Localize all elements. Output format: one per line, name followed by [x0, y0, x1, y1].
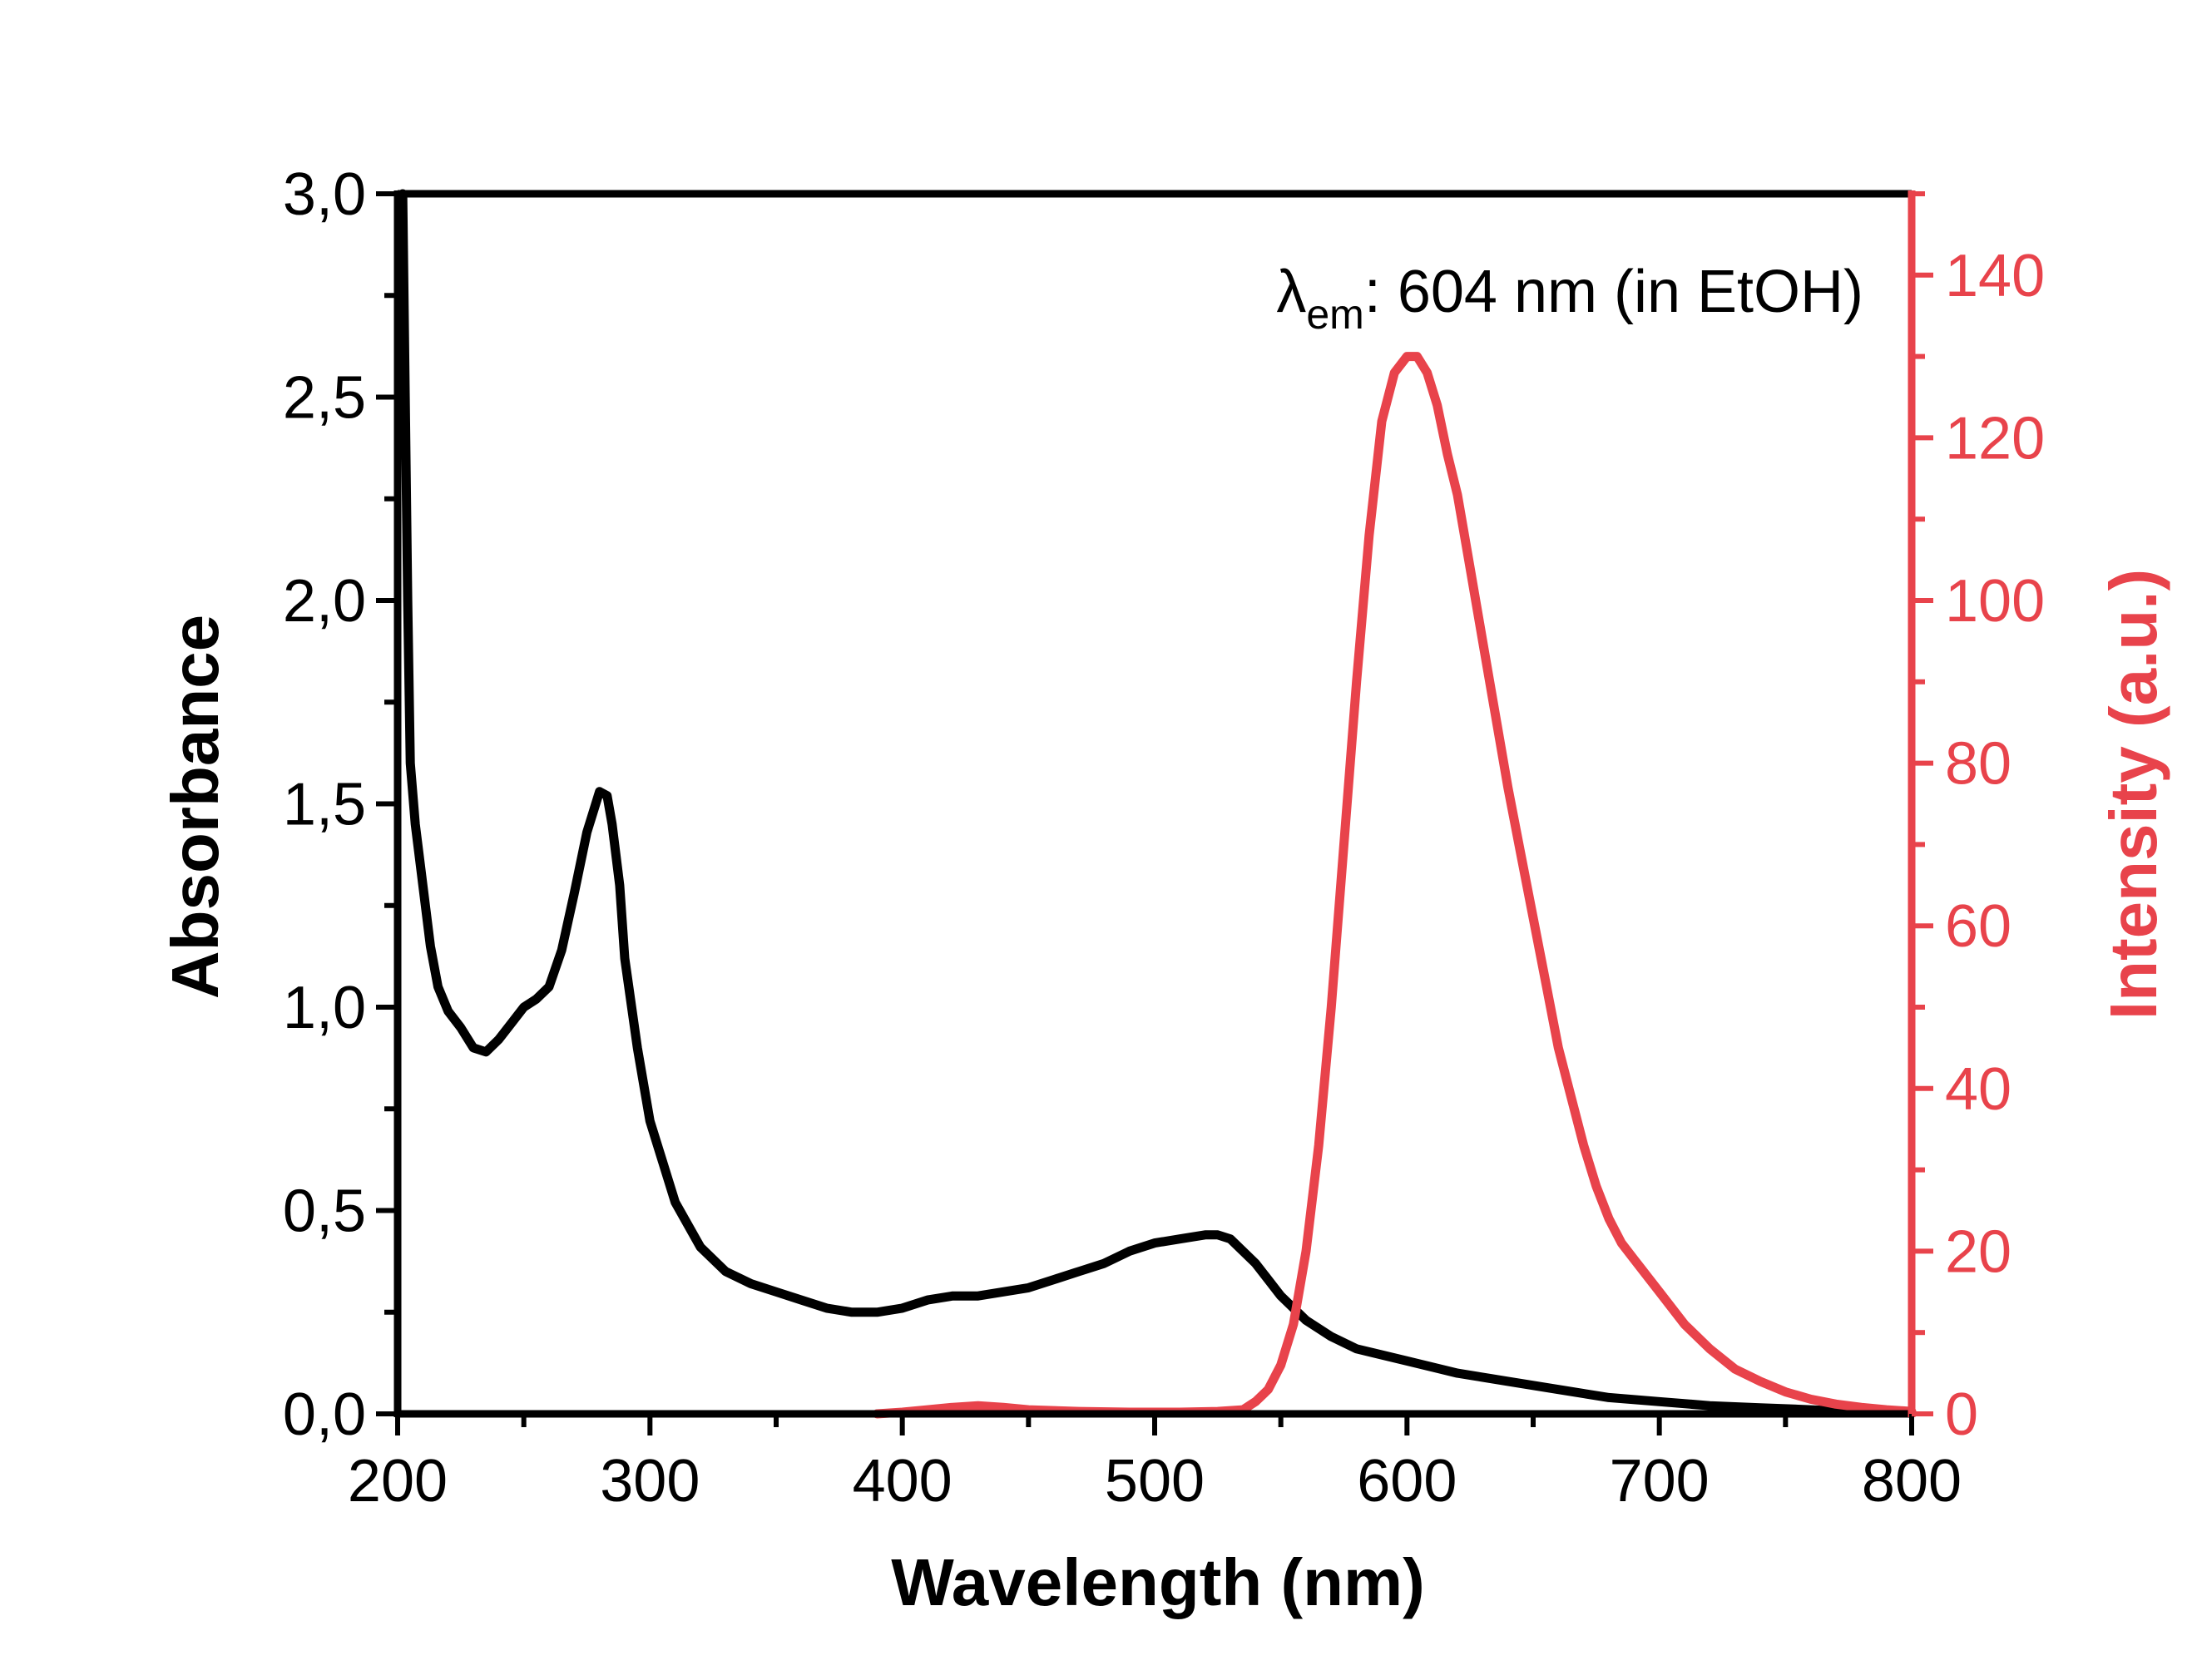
- absorbance-series-line: [398, 189, 1917, 1417]
- y2-tick-label: 60: [1945, 893, 2011, 960]
- y-tick-label: 0,5: [283, 1178, 366, 1245]
- x-tick-label: 800: [1862, 1448, 1962, 1514]
- y2-tick-label: 140: [1945, 243, 2045, 309]
- tick-labels: 200 300 400 500 600 700 8000,00,51,01,52,02,53…: [283, 161, 2045, 1514]
- y2-tick-label: 120: [1945, 405, 2045, 472]
- y-tick-label: 2,5: [283, 365, 366, 432]
- axis-ticks: [376, 191, 1933, 1435]
- y2-tick-label: 20: [1945, 1218, 2011, 1285]
- x-tick-label: 700: [1610, 1448, 1710, 1514]
- x-tick-label: 300: [600, 1448, 700, 1514]
- annotation-subscript: em: [1306, 291, 1363, 338]
- x-tick-label: 500: [1105, 1448, 1205, 1514]
- y2-axis-title: Intensity (a.u.): [2096, 569, 2170, 1020]
- y2-tick-label: 100: [1945, 568, 2045, 635]
- x-tick-label: 600: [1357, 1448, 1457, 1514]
- y-tick-label: 1,0: [283, 975, 366, 1041]
- x-axis-title: Wavelength (nm): [891, 1545, 1424, 1619]
- y2-tick-label: 40: [1945, 1056, 2011, 1123]
- y-axis-title: Absorbance: [158, 615, 232, 999]
- y-tick-label: 2,0: [283, 568, 366, 635]
- y2-tick-label: 80: [1945, 731, 2011, 798]
- y-tick-label: 1,5: [283, 772, 366, 838]
- y-tick-label: 3,0: [283, 161, 366, 228]
- x-tick-label: 400: [853, 1448, 953, 1514]
- y2-tick-label: 0: [1945, 1381, 1978, 1448]
- annotation-text: : 604 nm (in EtOH): [1364, 259, 1863, 325]
- annotation-symbol: λ: [1276, 259, 1306, 325]
- emission-annotation: λem: 604 nm (in EtOH): [1276, 259, 1863, 338]
- y-tick-label: 0,0: [283, 1381, 366, 1448]
- x-tick-label: 200: [348, 1448, 448, 1514]
